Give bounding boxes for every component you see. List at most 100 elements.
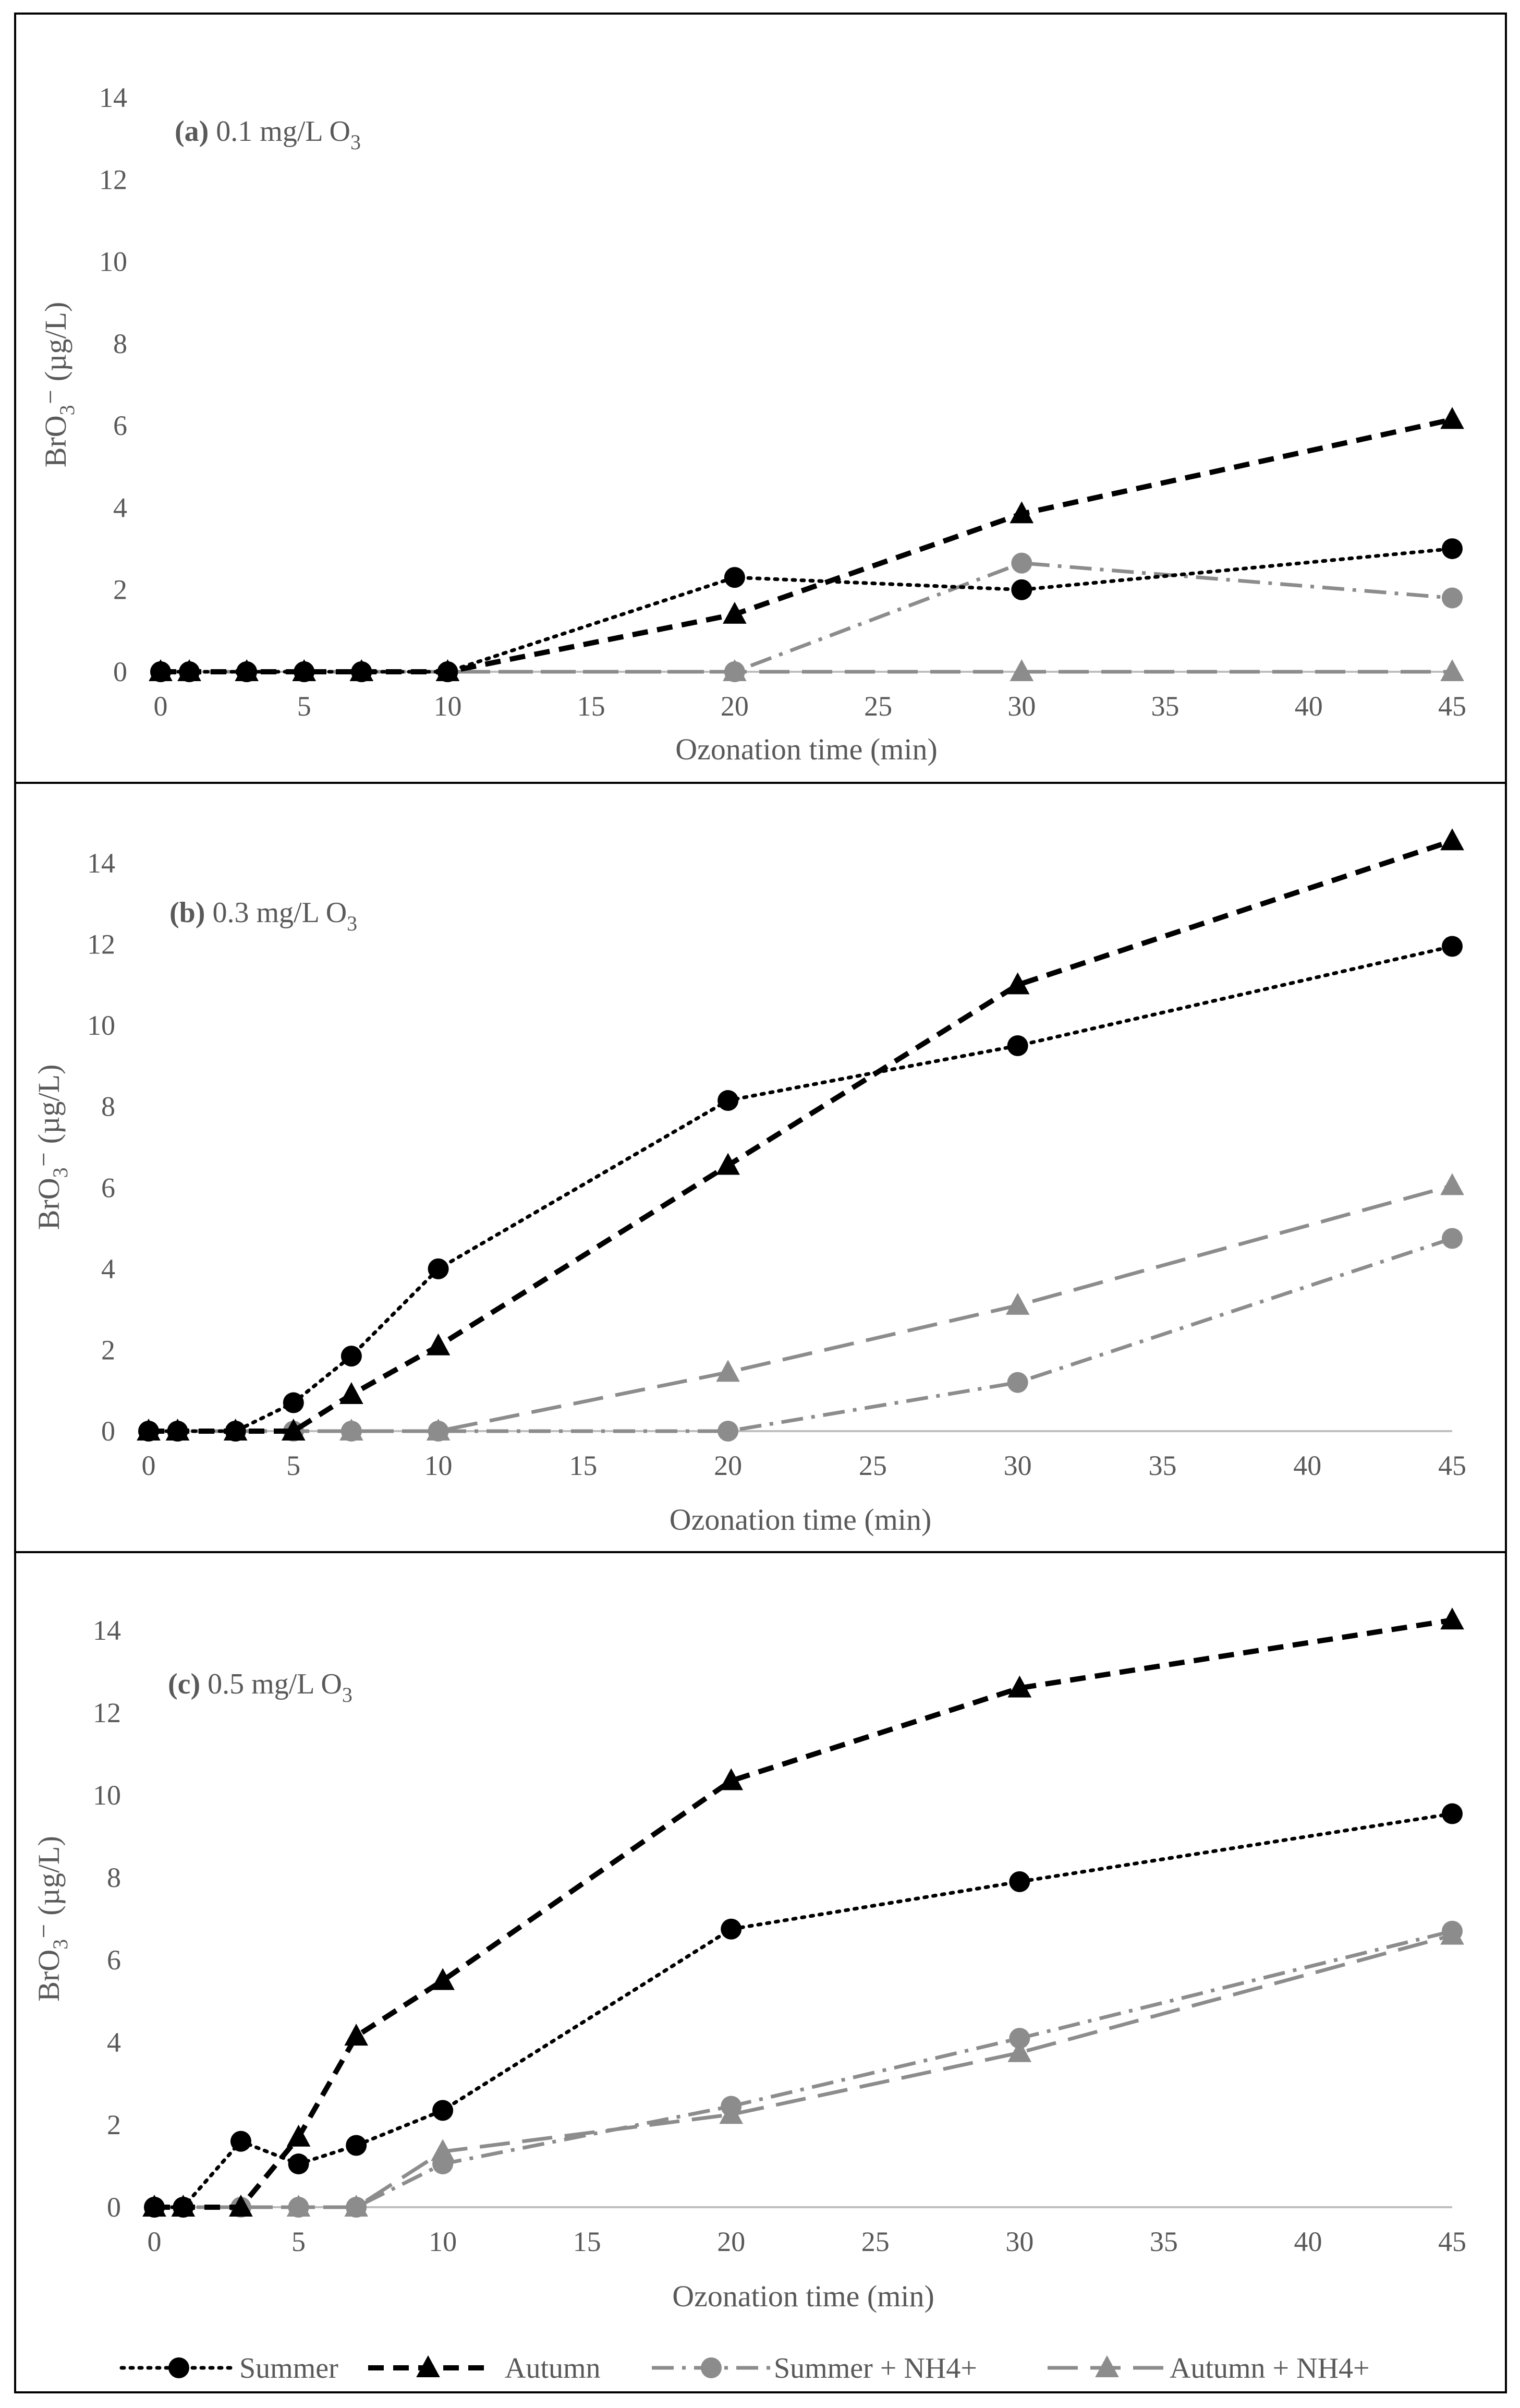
x-tick-label: 40 (1293, 1450, 1321, 1481)
data-point (1442, 936, 1463, 957)
data-point (341, 1346, 362, 1367)
legend-label: Summer + NH4+ (774, 2352, 977, 2385)
x-tick-label: 5 (297, 691, 311, 722)
data-point (435, 659, 460, 681)
y-tick-label: 14 (93, 1615, 121, 1646)
y-axis-title: BrO3⁻ (µg/L) (39, 302, 79, 468)
x-tick-label: 25 (859, 1450, 887, 1481)
y-tick-label: 12 (93, 1697, 121, 1728)
data-point (1009, 2028, 1030, 2049)
data-point (724, 567, 745, 588)
x-tick-label: 10 (429, 2226, 457, 2257)
x-tick-label: 15 (569, 1450, 597, 1481)
data-point (1009, 1871, 1030, 1892)
data-point (718, 1090, 739, 1111)
y-tick-label: 6 (107, 1944, 121, 1976)
data-point (344, 2024, 368, 2046)
data-point (1442, 587, 1463, 609)
data-point (431, 1968, 455, 1990)
x-tick-label: 15 (577, 691, 605, 722)
panel-annotation: (c) 0.5 mg/L O3 (168, 1668, 352, 1707)
data-point (281, 1419, 306, 1441)
y-tick-label: 2 (113, 574, 127, 606)
data-point (432, 2153, 454, 2175)
x-tick-label: 45 (1438, 2226, 1466, 2257)
legend: Summer Autumn Summer + NH4+ Autumn + NH4+ (119, 2352, 1370, 2385)
data-point (428, 1421, 449, 1442)
data-point (177, 659, 201, 681)
data-point (1442, 1920, 1463, 1942)
data-point (286, 2124, 311, 2147)
data-point (1005, 972, 1030, 995)
legend-marker (701, 2357, 722, 2378)
x-tick-label: 45 (1438, 691, 1466, 722)
data-point (137, 1419, 161, 1441)
y-tick-label: 12 (99, 164, 127, 195)
legend-label: Autumn (505, 2352, 601, 2385)
data-point (339, 1382, 363, 1404)
y-tick-label: 4 (101, 1253, 115, 1285)
panel-c-frame (14, 1551, 1507, 2393)
data-point (1007, 1035, 1028, 1057)
data-point (292, 659, 317, 681)
data-point (1442, 1803, 1463, 1824)
y-tick-label: 12 (87, 929, 115, 960)
data-point (721, 2096, 742, 2117)
data-point (719, 1768, 744, 1790)
legend-label: Autumn + NH4+ (1170, 2352, 1370, 2385)
legend-item-summer-nh4: Summer + NH4+ (652, 2352, 977, 2385)
x-tick-label: 40 (1295, 691, 1323, 722)
legend-item-summer: Summer (119, 2352, 338, 2385)
data-point (716, 1360, 740, 1382)
data-point (428, 1258, 449, 1279)
x-tick-label: 45 (1438, 1450, 1466, 1481)
data-point (1007, 2040, 1032, 2062)
legend-marker (1095, 2355, 1119, 2377)
data-point (1005, 1292, 1030, 1315)
legend-item-autumn-nh4: Autumn + NH4+ (1048, 2352, 1370, 2385)
y-tick-label: 4 (107, 2027, 121, 2058)
y-tick-label: 6 (113, 410, 127, 441)
x-tick-label: 30 (1004, 1450, 1032, 1481)
data-point (1442, 538, 1463, 560)
x-tick-label: 35 (1151, 691, 1179, 722)
y-tick-label: 10 (99, 246, 127, 277)
data-point (716, 1153, 740, 1175)
x-tick-label: 0 (148, 2226, 162, 2257)
y-tick-label: 10 (93, 1780, 121, 1811)
x-axis-title: Ozonation time (min) (672, 2279, 934, 2313)
data-point (723, 601, 747, 624)
y-tick-label: 2 (107, 2109, 121, 2140)
data-point (1440, 1607, 1464, 1630)
x-tick-label: 5 (286, 1450, 300, 1481)
x-tick-label: 30 (1005, 2226, 1033, 2257)
data-point (1440, 1173, 1464, 1195)
data-point (346, 2135, 367, 2156)
x-tick-label: 35 (1148, 1450, 1176, 1481)
y-axis-title: BrO3⁻ (µg/L) (32, 1836, 72, 2002)
data-point (1440, 407, 1464, 429)
x-tick-label: 20 (714, 1450, 742, 1481)
x-tick-label: 25 (861, 2226, 890, 2257)
data-point (142, 2195, 166, 2217)
series-autumn (149, 407, 1464, 681)
series-autumn (137, 828, 1464, 1441)
y-tick-label: 8 (113, 328, 127, 359)
data-point (426, 1333, 451, 1356)
data-point (223, 1419, 248, 1441)
y-tick-label: 4 (113, 492, 127, 523)
data-point (346, 2197, 367, 2218)
y-tick-label: 14 (87, 848, 115, 879)
data-point (1010, 501, 1034, 524)
series-autumn (142, 1607, 1464, 2217)
x-tick-label: 25 (864, 691, 892, 722)
y-tick-label: 14 (99, 82, 127, 113)
x-tick-label: 20 (721, 691, 749, 722)
x-tick-label: 5 (291, 2226, 306, 2257)
data-point (230, 2131, 251, 2152)
y-tick-label: 6 (101, 1172, 115, 1203)
data-point (432, 2100, 454, 2121)
x-tick-label: 30 (1007, 691, 1036, 722)
x-tick-label: 0 (154, 691, 168, 722)
